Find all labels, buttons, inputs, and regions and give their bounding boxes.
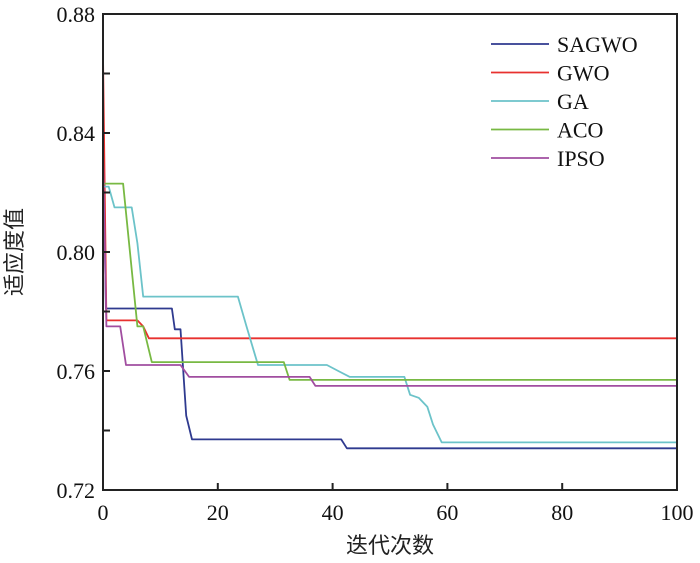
y-tick-label: 0.80 — [57, 240, 96, 265]
legend-item-aco: ACO — [491, 118, 603, 143]
y-tick-label: 0.72 — [57, 478, 96, 503]
x-tick-label: 100 — [661, 500, 694, 525]
legend-label: IPSO — [557, 146, 605, 171]
x-tick-label: 20 — [207, 500, 229, 525]
x-tick-label: 60 — [436, 500, 458, 525]
legend-item-gwo: GWO — [491, 61, 610, 86]
y-tick-label: 0.88 — [57, 2, 96, 27]
x-axis-title: 迭代次数 — [346, 534, 434, 559]
legend: SAGWO GWO GA ACO IPSO — [491, 32, 638, 171]
y-axis-title: 适应度值 — [3, 208, 28, 296]
series-line-ipso — [102, 153, 677, 387]
legend-item-sagwo: SAGWO — [491, 32, 638, 57]
x-tick-label: 0 — [98, 500, 109, 525]
legend-label: SAGWO — [557, 32, 638, 57]
y-tick-label: 0.76 — [57, 359, 96, 384]
legend-label: GA — [557, 89, 589, 114]
x-tick-label: 40 — [322, 500, 344, 525]
legend-item-ipso: IPSO — [491, 146, 605, 171]
x-tick-label: 80 — [551, 500, 573, 525]
y-tick-label: 0.84 — [57, 121, 96, 146]
legend-item-ga: GA — [491, 89, 589, 114]
legend-label: ACO — [557, 118, 603, 143]
series-line-aco — [103, 182, 677, 381]
legend-label: GWO — [557, 61, 610, 86]
ticks-layer: 0 20 40 60 80 100 0.72 0.76 0.80 0.84 0.88 — [57, 2, 694, 525]
series-line-ga — [103, 185, 677, 444]
series-layer — [102, 55, 677, 450]
series-line-sagwo — [102, 109, 677, 450]
